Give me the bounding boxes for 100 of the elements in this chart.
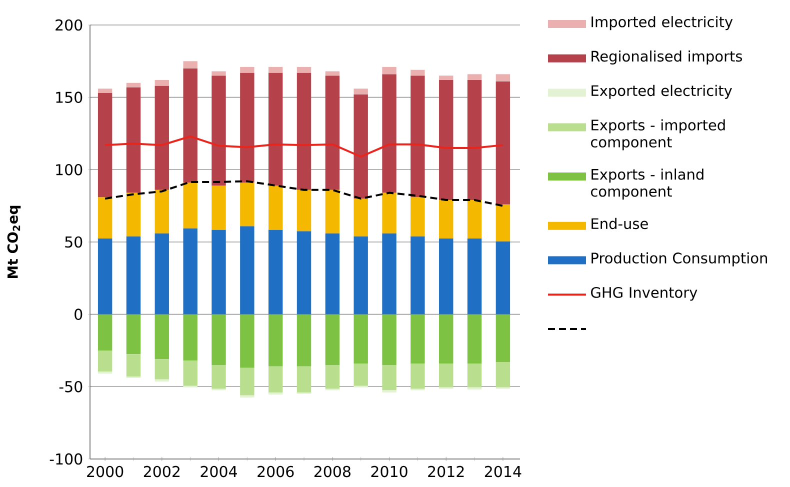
bar [183, 68, 198, 183]
bar [212, 76, 226, 186]
bar [354, 94, 368, 199]
bar [382, 314, 396, 365]
bar [98, 350, 112, 372]
bar [325, 190, 340, 234]
bar [268, 230, 283, 314]
bar [354, 364, 368, 386]
x-tick-label: 2002 [144, 466, 180, 478]
legend-label: Exports - imported component [591, 119, 725, 150]
legend-label: Imported electricity [592, 16, 733, 30]
bar [410, 236, 425, 314]
bar [212, 314, 226, 365]
bar [439, 314, 454, 364]
bar [382, 364, 396, 390]
bar [496, 241, 510, 314]
bar [496, 204, 510, 242]
bar [496, 362, 510, 388]
bar [212, 71, 226, 76]
y-axis-title: Mt CO$_{2}$eq [7, 206, 21, 278]
bar [325, 71, 340, 76]
bar [439, 76, 454, 80]
bar [268, 186, 283, 230]
y-tick-label: -100 [50, 453, 82, 465]
bar [240, 66, 254, 73]
bar [154, 359, 170, 380]
bar [439, 80, 454, 200]
legend-label: End-use [592, 218, 648, 230]
bar [240, 72, 254, 183]
bar [126, 192, 141, 236]
y-tick-label: 150 [56, 92, 82, 104]
bar [240, 314, 254, 368]
x-tick-label: 2004 [200, 466, 237, 478]
bar [98, 371, 112, 374]
bar [354, 198, 368, 236]
bar [98, 88, 112, 93]
bar [126, 82, 141, 88]
bar [296, 72, 312, 190]
bar [439, 364, 454, 388]
bar [212, 364, 226, 389]
bar [268, 392, 283, 395]
bar [183, 182, 198, 228]
bar [410, 197, 425, 236]
bar [98, 92, 112, 198]
bar [268, 72, 283, 186]
bar [240, 395, 254, 398]
bar [382, 233, 396, 314]
y-tick-label: 200 [56, 19, 82, 31]
bar [467, 238, 482, 314]
bar [126, 236, 141, 314]
bar [296, 366, 312, 392]
legend-label: Regionalised imports [592, 50, 742, 65]
bar [325, 76, 340, 190]
bar [268, 314, 283, 366]
bar [296, 190, 312, 232]
bar [183, 314, 198, 361]
x-tick-label: 2010 [371, 466, 408, 478]
y-tick-label: 50 [65, 236, 82, 248]
bar [268, 366, 283, 392]
bar [296, 66, 312, 73]
bar [410, 364, 425, 389]
legend-label: Production Consumption [592, 252, 767, 266]
bar [496, 81, 510, 204]
bar [154, 190, 170, 234]
x-tick-label: 2014 [484, 466, 522, 478]
bar [154, 314, 170, 360]
bar [467, 387, 482, 390]
bar [382, 66, 396, 74]
bar [354, 236, 368, 314]
bar [467, 200, 482, 238]
bar [410, 76, 425, 198]
bar [183, 228, 198, 314]
bar [212, 186, 226, 230]
x-tick-label: 2012 [428, 466, 464, 478]
x-tick-label: 2008 [314, 466, 350, 478]
bar [126, 314, 141, 354]
bar [126, 354, 141, 377]
y-tick-label: 100 [56, 164, 82, 176]
bar [496, 314, 510, 362]
legend-label: Exported electricity [592, 84, 732, 99]
bar [354, 88, 368, 94]
line-series [104, 135, 504, 158]
bar [439, 200, 454, 238]
bar [410, 70, 425, 76]
legend-label: GHG Inventory [591, 286, 698, 301]
bar [154, 86, 170, 190]
bar [467, 314, 482, 364]
bar [154, 379, 170, 382]
bar [467, 80, 482, 200]
bar [410, 314, 425, 364]
bar [154, 80, 170, 86]
bar [240, 368, 254, 396]
bar [183, 61, 198, 68]
x-tick-label: 2006 [258, 466, 294, 478]
bar [98, 238, 112, 314]
bar [325, 364, 340, 389]
bar [439, 238, 454, 314]
bar [98, 197, 112, 238]
bar [325, 314, 340, 365]
bar [382, 74, 396, 193]
